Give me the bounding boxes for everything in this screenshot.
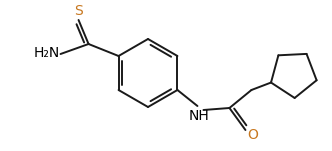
Text: H₂N: H₂N [34,46,60,60]
Text: S: S [74,4,83,18]
Text: O: O [247,128,258,142]
Text: NH: NH [189,109,210,123]
